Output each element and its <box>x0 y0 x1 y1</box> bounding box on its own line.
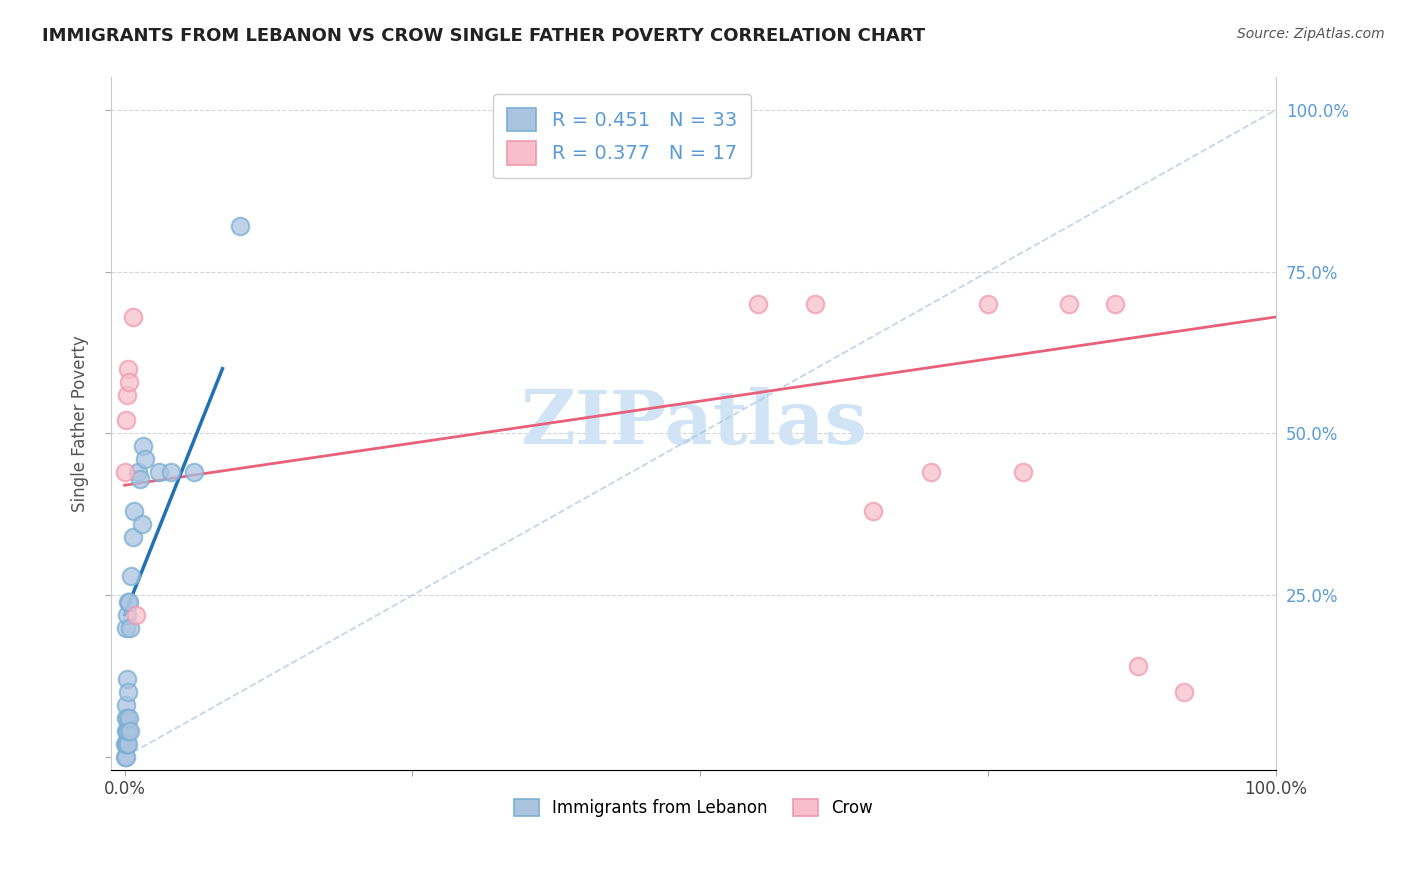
Point <box>114 413 136 427</box>
Y-axis label: Single Father Poverty: Single Father Poverty <box>72 335 89 512</box>
Point <box>229 219 252 234</box>
Point <box>747 297 769 311</box>
Point <box>120 621 142 635</box>
Point <box>114 737 136 751</box>
Point <box>114 698 136 713</box>
Point <box>114 711 136 725</box>
Point <box>121 569 143 583</box>
Point <box>115 737 138 751</box>
Text: ZIPatlas: ZIPatlas <box>520 387 868 460</box>
Point <box>118 375 141 389</box>
Point <box>114 621 136 635</box>
Point <box>114 750 136 764</box>
Point <box>1173 685 1195 699</box>
Point <box>131 516 153 531</box>
Point <box>977 297 1000 311</box>
Point <box>115 711 138 725</box>
Point <box>134 452 156 467</box>
Point <box>117 595 139 609</box>
Point <box>1126 659 1149 673</box>
Text: Source: ZipAtlas.com: Source: ZipAtlas.com <box>1237 27 1385 41</box>
Point <box>127 465 149 479</box>
Point <box>920 465 942 479</box>
Point <box>118 595 141 609</box>
Legend: Immigrants from Lebanon, Crow: Immigrants from Lebanon, Crow <box>508 792 880 824</box>
Point <box>122 504 145 518</box>
Point <box>121 310 143 324</box>
Point <box>117 361 139 376</box>
Point <box>159 465 181 479</box>
Point <box>115 724 138 739</box>
Point <box>117 737 139 751</box>
Point <box>114 724 136 739</box>
Point <box>862 504 884 518</box>
Point <box>128 472 150 486</box>
Point <box>114 750 136 764</box>
Point <box>1011 465 1033 479</box>
Point <box>115 607 138 622</box>
Point <box>117 724 139 739</box>
Point <box>125 607 148 622</box>
Point <box>114 465 136 479</box>
Point <box>1104 297 1126 311</box>
Point <box>118 711 141 725</box>
Point <box>148 465 170 479</box>
Point <box>183 465 205 479</box>
Text: IMMIGRANTS FROM LEBANON VS CROW SINGLE FATHER POVERTY CORRELATION CHART: IMMIGRANTS FROM LEBANON VS CROW SINGLE F… <box>42 27 925 45</box>
Point <box>117 685 139 699</box>
Point <box>115 673 138 687</box>
Point <box>114 737 136 751</box>
Point <box>804 297 827 311</box>
Point <box>115 387 138 401</box>
Point <box>120 724 142 739</box>
Point <box>121 530 143 544</box>
Point <box>1057 297 1080 311</box>
Point <box>132 439 155 453</box>
